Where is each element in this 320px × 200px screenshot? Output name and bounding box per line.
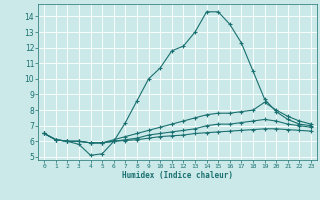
X-axis label: Humidex (Indice chaleur): Humidex (Indice chaleur)	[122, 171, 233, 180]
